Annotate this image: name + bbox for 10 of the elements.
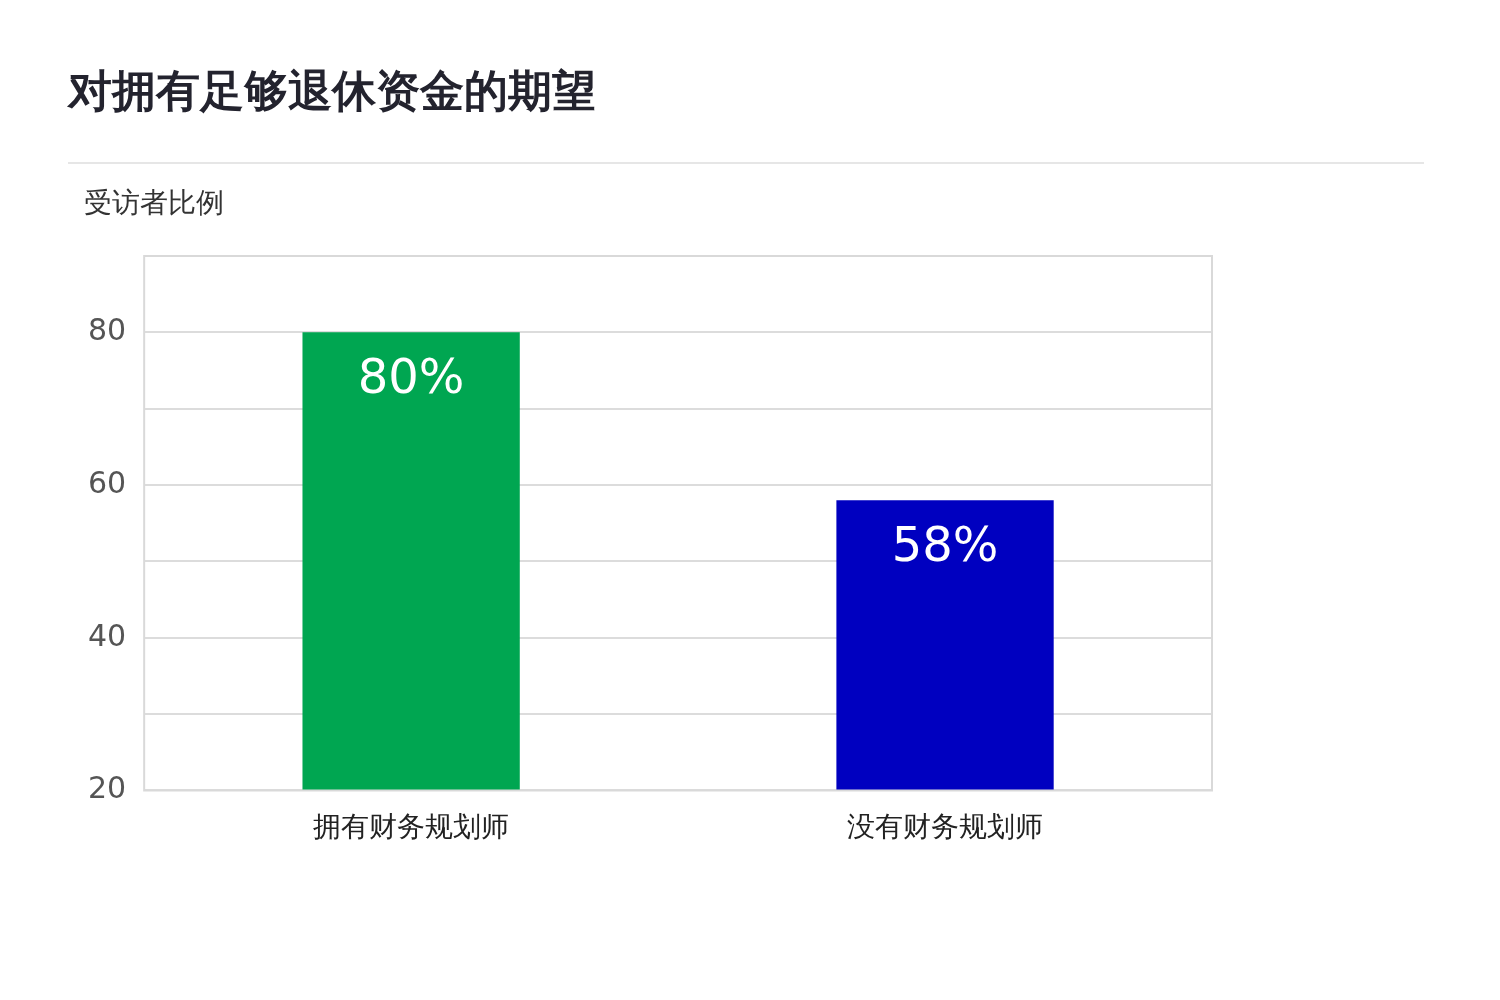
x-tick-label: 没有财务规划师 bbox=[847, 810, 1044, 844]
y-tick-label: 60 bbox=[87, 464, 127, 500]
data-label: 80% bbox=[357, 347, 465, 404]
x-tick-label: 拥有财务规划师 bbox=[313, 810, 510, 844]
chart-title: 对拥有足够退休资金的期望 bbox=[68, 64, 596, 118]
y-tick-label: 40 bbox=[87, 617, 127, 653]
y-tick-label: 80 bbox=[87, 312, 127, 348]
data-label: 58% bbox=[891, 515, 999, 572]
y-tick-label: 20 bbox=[87, 770, 127, 806]
y-axis-title: 受访者比例 bbox=[84, 185, 224, 221]
